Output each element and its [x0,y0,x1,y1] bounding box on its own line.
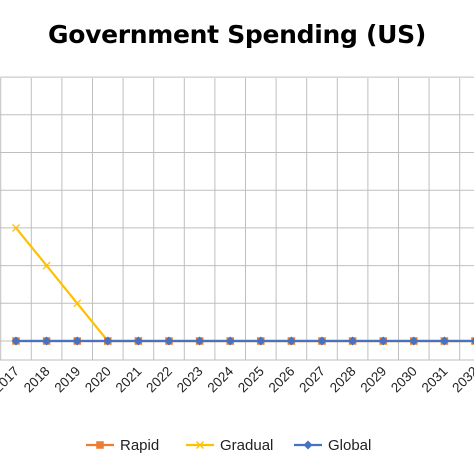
x-tick-label: 2032 [449,364,474,396]
data-point-global [348,336,358,346]
data-point-global [439,336,449,346]
data-point-gradual [42,261,51,270]
legend-marker-rapid [96,441,104,449]
x-tick-label: 2027 [296,364,328,396]
data-point-gradual [73,299,82,308]
x-tick-label: 2022 [143,364,175,396]
legend-marker-gradual [196,441,204,449]
legend-marker-global [303,440,313,450]
data-point-global [470,337,474,345]
legend-item-rapid: Rapid [86,437,159,454]
data-point-global [409,336,419,346]
legend-item-gradual: Gradual [186,437,273,454]
legend-label-gradual: Gradual [220,437,273,454]
data-point-global [133,336,143,346]
legend-label-rapid: Rapid [120,437,159,454]
data-point-global [11,336,21,346]
x-tick-label: 2018 [21,364,53,396]
x-tick-label: 2030 [388,364,420,396]
chart-title: Government Spending (US) [47,20,426,49]
data-point-gradual [12,223,20,232]
x-tick-label: 2020 [82,364,114,396]
x-tick-label: 2025 [235,364,267,396]
x-tick-label: 2031 [419,364,451,396]
legend-label-global: Global [328,437,371,454]
data-point-global [103,336,113,346]
data-point-global [378,336,388,346]
x-tick-label: 2028 [327,364,359,396]
data-point-global [225,336,235,346]
data-point-global [256,336,266,346]
data-point-global [286,336,296,346]
data-point-global [42,336,52,346]
legend-item-global: Global [294,437,371,454]
x-tick-label: 2026 [266,364,298,396]
x-tick-label: 2023 [174,364,206,396]
x-tick-label: 2029 [357,364,389,396]
x-tick-label: 2017 [0,364,22,396]
data-point-global [317,336,327,346]
data-point-global [195,336,205,346]
x-tick-label: 2024 [204,363,236,395]
x-tick-label: 2019 [51,364,83,396]
x-tick-label: 2021 [113,364,145,396]
data-point-global [72,336,82,346]
data-point-global [164,336,174,346]
